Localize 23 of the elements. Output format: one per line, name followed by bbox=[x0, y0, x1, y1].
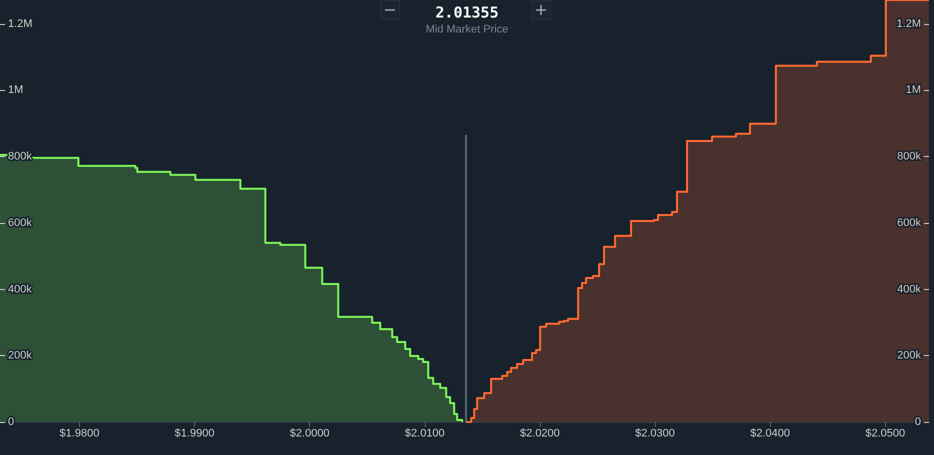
y2-tick-label: 800k bbox=[897, 150, 922, 163]
x-tick-label: $2.0000 bbox=[290, 428, 330, 440]
y-tick-label: 200k bbox=[8, 350, 32, 362]
x-tick-label: $2.0400 bbox=[750, 428, 790, 440]
x-tick-label: $1.9900 bbox=[174, 428, 214, 440]
x-tick-label: $2.0100 bbox=[404, 428, 445, 440]
y2-tick-label: 0 bbox=[914, 416, 921, 428]
y2-tick-label: 600k bbox=[897, 216, 922, 229]
chart-title: 2.01355 bbox=[435, 4, 499, 22]
y2-tick-label: 1M bbox=[906, 84, 921, 96]
y-tick-label: 600k bbox=[8, 216, 32, 229]
y2-tick-label: 200k bbox=[897, 350, 922, 362]
x-tick-label: $1.9800 bbox=[60, 428, 100, 440]
x-tick-label: $2.0500 bbox=[865, 428, 906, 440]
y2-tick-label: 1.2M bbox=[896, 18, 921, 30]
y2-tick-label: 400k bbox=[897, 283, 922, 296]
x-tick-label: $2.0200 bbox=[520, 428, 560, 440]
y-tick-label: 1M bbox=[8, 84, 24, 96]
y-tick-label: 1.2M bbox=[8, 18, 32, 30]
x-tick-label: $2.0300 bbox=[635, 428, 675, 440]
y-tick-label: 400k bbox=[8, 283, 32, 296]
text: Mid Market Price bbox=[426, 24, 508, 36]
y-tick-label: 0 bbox=[8, 416, 14, 428]
